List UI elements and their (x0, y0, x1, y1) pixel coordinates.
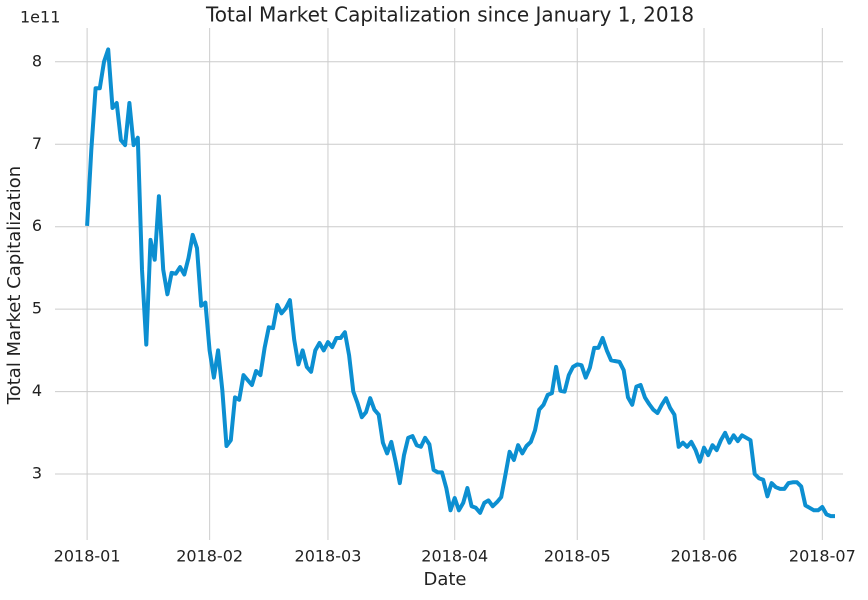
y-tick-label: 5 (32, 299, 42, 318)
x-tick-label: 2018-04 (421, 547, 488, 566)
x-tick-label: 2018-06 (671, 547, 738, 566)
x-tick-label: 2018-01 (54, 547, 121, 566)
x-tick-label: 2018-05 (544, 547, 611, 566)
y-tick-label: 8 (32, 51, 42, 70)
y-tick-label: 4 (32, 381, 42, 400)
chart-title: Total Market Capitalization since Januar… (205, 3, 694, 27)
y-axis-label: Total Market Capitalization (4, 166, 25, 405)
y-tick-label: 7 (32, 134, 42, 153)
y-tick-label: 3 (32, 464, 42, 483)
x-tick-label: 2018-03 (295, 547, 362, 566)
x-tick-label: 2018-02 (176, 547, 243, 566)
axis-offset: 1e11 (20, 8, 60, 27)
y-tick-label: 6 (32, 216, 42, 235)
line-series (85, 47, 835, 519)
x-axis-label: Date (423, 569, 466, 590)
x-tick-label: 2018-07 (789, 547, 856, 566)
